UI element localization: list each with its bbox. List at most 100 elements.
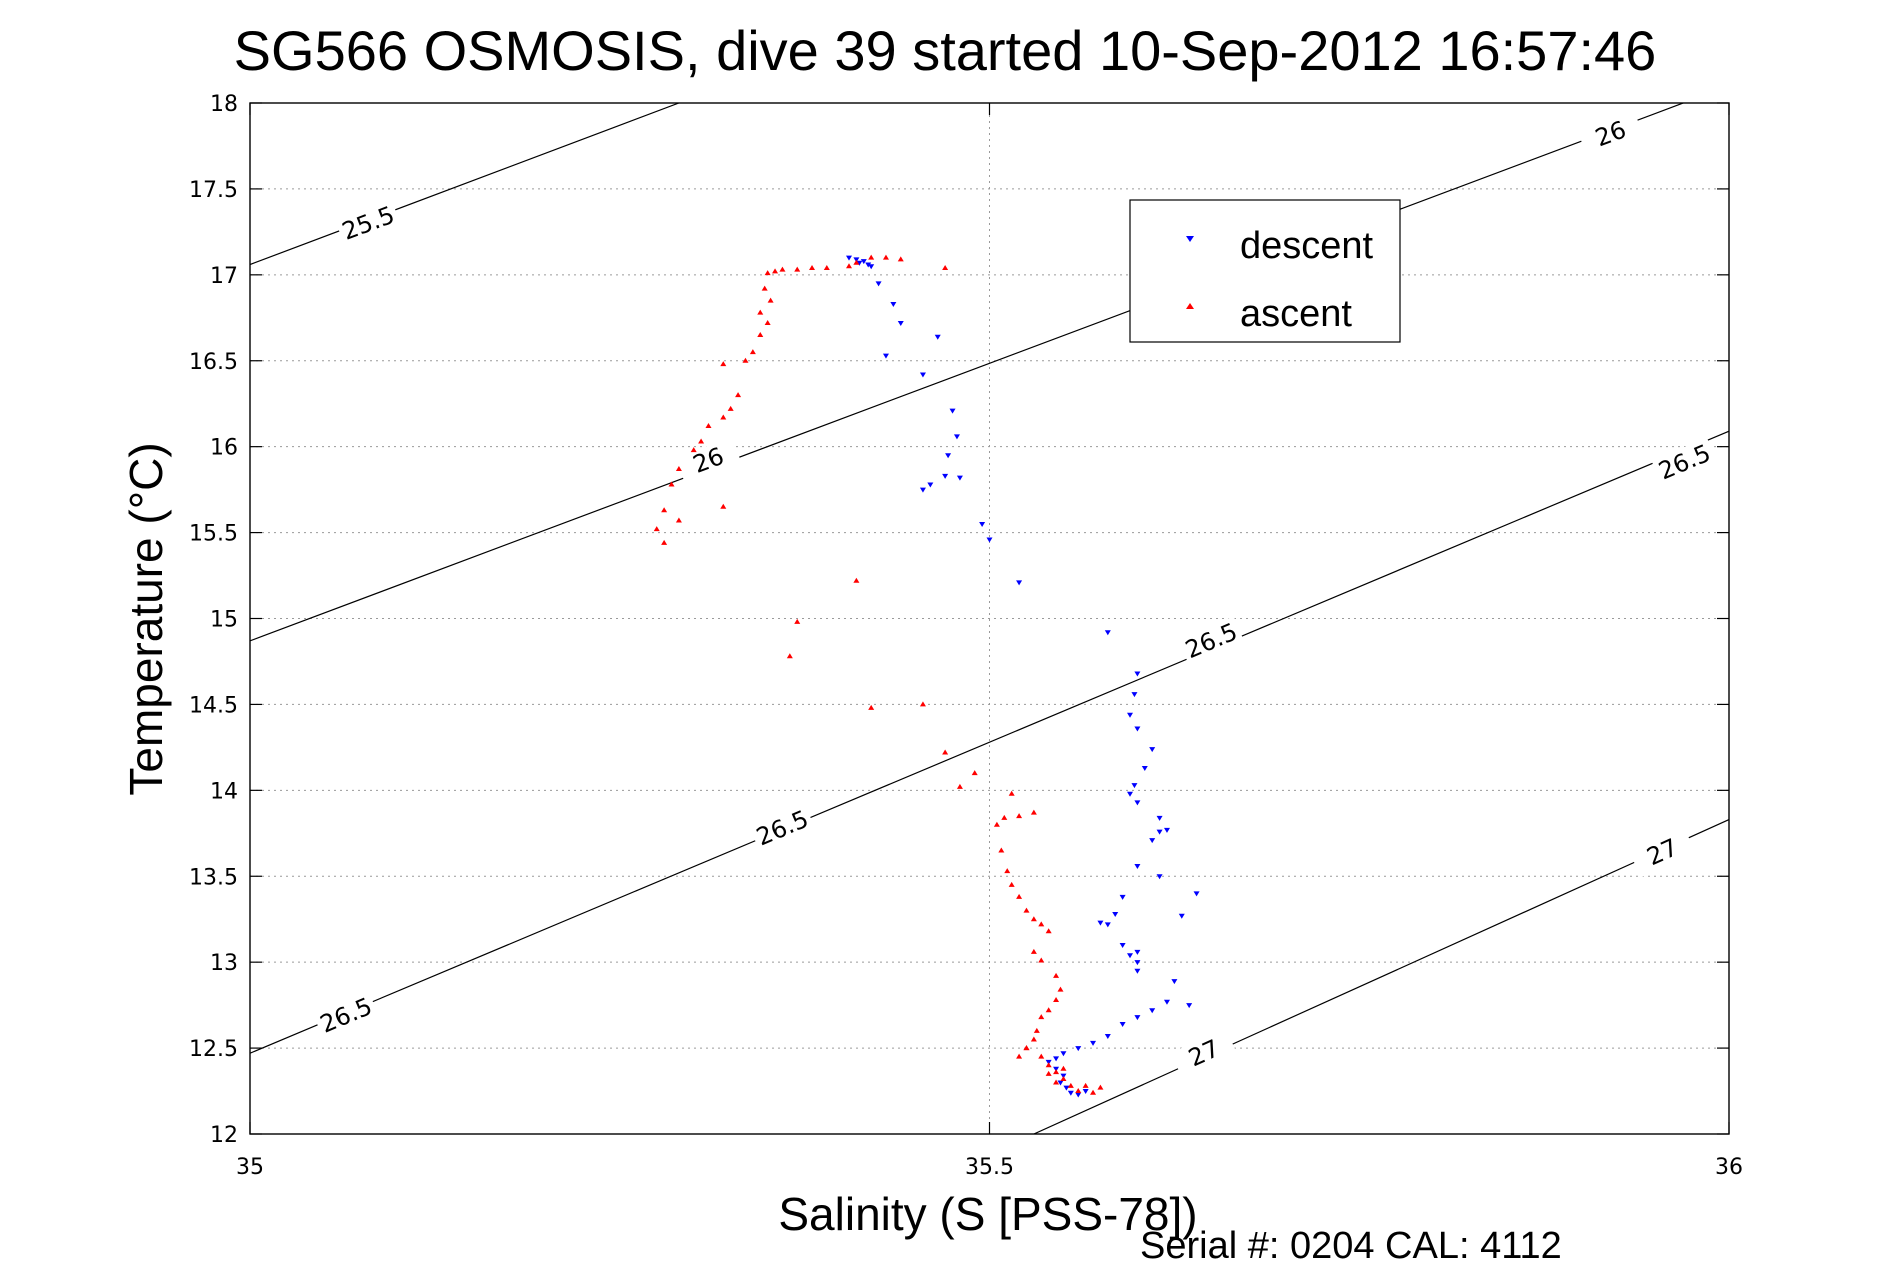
descent-point xyxy=(1104,630,1111,636)
ascent-point xyxy=(868,704,875,710)
legend-box xyxy=(1129,199,1401,343)
ascent-point xyxy=(779,266,786,272)
ascent-point xyxy=(690,447,697,453)
descent-point xyxy=(1057,1080,1064,1086)
ascent-point xyxy=(1038,1053,1045,1059)
ascent-point xyxy=(971,770,978,776)
y-axis-label: Temperature (°C) xyxy=(120,442,172,795)
descent-point xyxy=(979,521,986,527)
legend-descent-marker xyxy=(1186,236,1194,242)
serial-cal-text: Serial #: 0204 CAL: 4112 xyxy=(1140,1225,1562,1262)
ascent-point xyxy=(919,701,926,707)
descent-point xyxy=(1075,1092,1082,1098)
descent-point xyxy=(1186,1003,1193,1009)
ascent-point xyxy=(661,507,668,513)
axis-ticks xyxy=(249,102,1730,1135)
ascent-point xyxy=(956,783,963,789)
descent-point xyxy=(890,302,897,308)
ascent-point xyxy=(761,285,768,291)
ascent-point xyxy=(1045,928,1052,934)
descent-point xyxy=(1134,863,1141,869)
ascent-point xyxy=(767,297,774,303)
descent-point xyxy=(1060,1051,1067,1057)
descent-point xyxy=(860,259,867,265)
descent-point xyxy=(1134,671,1141,677)
ascent-point xyxy=(742,357,749,363)
ascent-point xyxy=(1053,1079,1060,1085)
descent-point xyxy=(1063,1085,1070,1091)
descent-point xyxy=(845,255,852,261)
ascent-point xyxy=(675,517,682,523)
descent-point xyxy=(1119,942,1126,948)
descent-point xyxy=(1156,829,1163,835)
ascent-point xyxy=(757,309,764,315)
ascent-point xyxy=(1097,1084,1104,1090)
y-tick-label: 17 xyxy=(210,264,238,289)
descent-point xyxy=(1075,1046,1082,1052)
descent-point xyxy=(1053,1056,1060,1062)
ascent-point xyxy=(1023,1045,1030,1051)
ascent-point xyxy=(1045,1007,1052,1013)
ascent-point xyxy=(1053,996,1060,1002)
ascent-point xyxy=(1033,1027,1040,1033)
x-tick-label: 36 xyxy=(1715,1155,1743,1180)
ascent-point xyxy=(653,526,660,532)
ascent-point xyxy=(942,749,949,755)
contour-label-26.5: 26.5 xyxy=(316,992,376,1039)
ascent-point xyxy=(705,423,712,429)
descent-point xyxy=(1149,838,1156,844)
ascent-point xyxy=(1030,1036,1037,1042)
contour-label-bg xyxy=(313,990,380,1040)
descent-point xyxy=(1171,979,1178,985)
descent-point xyxy=(1131,692,1138,698)
ascent-point xyxy=(1060,1065,1067,1071)
descent-point xyxy=(956,475,963,481)
chart-title: SG566 OSMOSIS, dive 39 started 10-Sep-20… xyxy=(234,19,1657,82)
ascent-point xyxy=(786,653,793,659)
descent-point xyxy=(1104,1034,1111,1040)
ascent-point xyxy=(698,438,705,444)
descent-point xyxy=(1163,827,1170,833)
ascent-point xyxy=(720,414,727,420)
y-tick-label: 15 xyxy=(210,608,238,633)
ascent-point xyxy=(1060,1076,1067,1082)
contour-line-26.5 xyxy=(250,430,1729,1054)
ascent-point xyxy=(809,264,816,270)
ascent-point xyxy=(1001,814,1008,820)
descent-point xyxy=(865,262,872,268)
ascent-point xyxy=(1004,868,1011,874)
descent-point xyxy=(1134,726,1141,732)
ascent-point xyxy=(661,539,668,545)
descent-point xyxy=(945,453,952,459)
descent-point xyxy=(1090,1040,1097,1046)
y-tick-label: 14 xyxy=(210,779,238,804)
descent-point xyxy=(1178,913,1185,919)
contour-label-26.5: 26.5 xyxy=(1655,439,1715,486)
y-tick-label: 13 xyxy=(210,951,238,976)
ascent-point xyxy=(1016,1053,1023,1059)
ascent-point xyxy=(1030,916,1037,922)
descent-point xyxy=(1134,949,1141,955)
contour-line-26 xyxy=(250,103,1685,642)
ascent-point xyxy=(757,331,764,337)
ascent-point xyxy=(675,466,682,472)
descent-point xyxy=(1104,922,1111,928)
y-tick-label: 15.5 xyxy=(189,522,238,547)
y-tick-label: 13.5 xyxy=(189,865,238,890)
grid-lines xyxy=(250,103,1729,1134)
ascent-point xyxy=(853,577,860,583)
descent-point xyxy=(875,281,882,287)
descent-point xyxy=(1127,953,1134,959)
descent-point xyxy=(934,334,941,340)
ascent-point xyxy=(1038,1014,1045,1020)
descent-point xyxy=(1067,1090,1074,1096)
ascent-point xyxy=(882,254,889,260)
x-tick-label: 35 xyxy=(236,1155,264,1180)
descent-point xyxy=(1131,783,1138,789)
ascent-point xyxy=(668,481,675,487)
ascent-point xyxy=(942,264,949,270)
contour-label-bg xyxy=(675,436,742,485)
y-tick-label: 18 xyxy=(210,92,238,117)
ascent-point xyxy=(794,618,801,624)
